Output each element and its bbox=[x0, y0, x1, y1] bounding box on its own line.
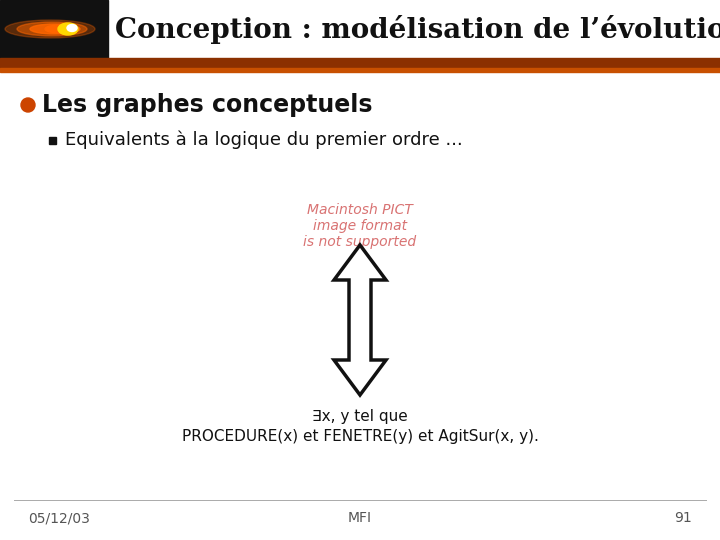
Ellipse shape bbox=[45, 25, 75, 33]
Text: MFI: MFI bbox=[348, 511, 372, 525]
Text: Equivalents à la logique du premier ordre ...: Equivalents à la logique du premier ordr… bbox=[65, 131, 463, 149]
Bar bbox=[0, 0, 108, 58]
Ellipse shape bbox=[21, 98, 35, 112]
Text: is not supported: is not supported bbox=[303, 235, 417, 249]
Text: PROCEDURE(x) et FENETRE(y) et AgitSur(x, y).: PROCEDURE(x) et FENETRE(y) et AgitSur(x,… bbox=[181, 429, 539, 444]
Bar bbox=[0, 72, 720, 540]
Text: image format: image format bbox=[313, 219, 407, 233]
Text: ∃x, y tel que: ∃x, y tel que bbox=[312, 409, 408, 424]
Ellipse shape bbox=[30, 24, 80, 34]
Bar bbox=[0, 0, 720, 58]
Ellipse shape bbox=[5, 20, 95, 38]
Ellipse shape bbox=[67, 24, 77, 31]
Text: Macintosh PICT: Macintosh PICT bbox=[307, 203, 413, 217]
Text: Les graphes conceptuels: Les graphes conceptuels bbox=[42, 93, 372, 117]
Ellipse shape bbox=[17, 22, 87, 36]
Text: Conception : modélisation de l’évolution: Conception : modélisation de l’évolution bbox=[115, 15, 720, 44]
Text: 91: 91 bbox=[674, 511, 692, 525]
Polygon shape bbox=[334, 245, 386, 395]
Text: 05/12/03: 05/12/03 bbox=[28, 511, 90, 525]
Bar bbox=[48, 137, 55, 144]
Ellipse shape bbox=[58, 23, 78, 35]
Bar bbox=[0, 68, 720, 72]
Bar bbox=[0, 58, 720, 68]
